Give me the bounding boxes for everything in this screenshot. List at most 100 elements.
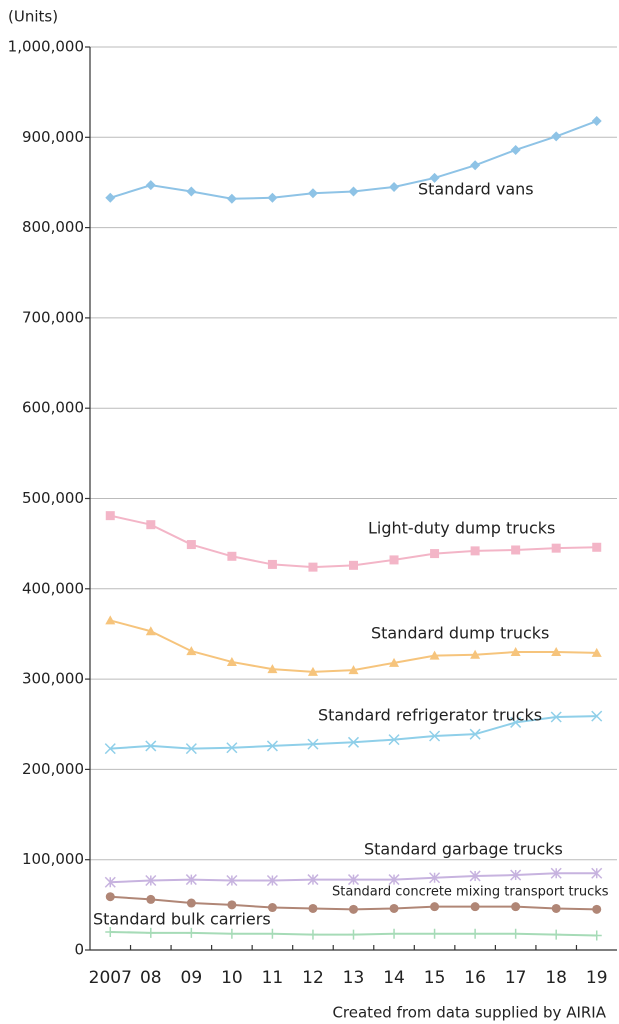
marker [105,511,115,521]
marker [146,894,156,904]
marker [470,928,481,939]
marker [592,904,602,914]
marker [307,738,319,750]
marker [226,874,238,886]
marker [551,131,562,142]
marker [145,874,157,886]
marker [429,730,441,742]
x-tick-label: 16 [464,968,486,988]
marker [307,188,318,199]
marker [104,743,116,755]
marker [307,874,319,886]
marker [510,716,522,728]
marker [429,928,440,939]
series-label: Standard dump trucks [371,624,549,643]
y-tick-label: 400,000 [22,579,84,597]
marker [470,902,480,912]
source-note: Created from data supplied by AIRIA [332,1004,606,1022]
marker [389,181,400,192]
marker [146,520,156,530]
y-tick-label: 200,000 [22,760,84,778]
marker [227,900,237,910]
marker [389,657,400,667]
marker [105,615,116,625]
marker [307,929,318,940]
series-label: Standard concrete mixing transport truck… [332,885,609,900]
series-label: Light-duty dump trucks [368,519,555,538]
marker [510,869,522,881]
marker [510,647,521,657]
marker [348,186,359,197]
marker [105,192,116,203]
y-tick-label: 900,000 [22,128,84,146]
marker [591,710,603,722]
marker [308,903,318,913]
marker [226,928,237,939]
marker [227,551,237,561]
marker [551,929,562,940]
marker [389,928,400,939]
x-tick-label: 2007 [89,968,132,988]
marker [591,930,602,941]
marker [186,540,196,550]
marker [511,545,521,555]
x-tick-label: 19 [586,968,608,988]
marker [429,172,440,183]
x-tick-label: 17 [505,968,527,988]
marker [511,902,521,912]
x-tick-label: 11 [262,968,284,988]
x-tick-label: 14 [383,968,405,988]
marker [591,116,602,127]
marker [185,874,197,886]
y-tick-label: 1,000,000 [8,38,84,56]
marker [551,543,561,553]
marker [591,647,602,657]
marker [104,876,116,888]
marker [347,736,360,748]
y-tick-label: 600,000 [22,399,84,417]
marker [186,927,197,938]
series-label: Standard bulk carriers [93,910,271,929]
y-tick-label: 800,000 [22,218,84,236]
y-tick-label: 0 [74,941,84,959]
x-tick-label: 13 [343,968,365,988]
marker [348,665,359,675]
marker [145,180,156,191]
marker [105,926,116,937]
marker [430,549,440,559]
marker [429,872,441,884]
y-axis-label: (Units) [8,8,58,26]
y-tick-label: 100,000 [22,850,84,868]
marker [308,562,318,572]
marker [470,546,480,556]
marker [550,867,562,879]
marker [551,647,562,657]
marker [267,192,278,203]
series-label: Standard refrigerator trucks [318,706,542,725]
marker [226,742,238,754]
marker [429,650,440,660]
marker [266,874,278,886]
marker [348,929,359,940]
marker [550,711,562,723]
marker [470,160,481,171]
y-tick-label: 300,000 [22,670,84,688]
marker [226,193,237,204]
marker [267,664,278,674]
marker [267,559,277,569]
marker [469,870,481,882]
marker [347,874,360,886]
x-tick-label: 12 [302,968,324,988]
y-tick-label: 500,000 [22,489,84,507]
marker [266,740,278,752]
marker [470,649,481,659]
marker [186,898,196,908]
marker [349,904,358,914]
marker [145,626,156,636]
marker [145,927,156,938]
marker [469,728,481,740]
x-tick-label: 09 [181,968,203,988]
marker [145,740,157,752]
marker [591,867,603,879]
